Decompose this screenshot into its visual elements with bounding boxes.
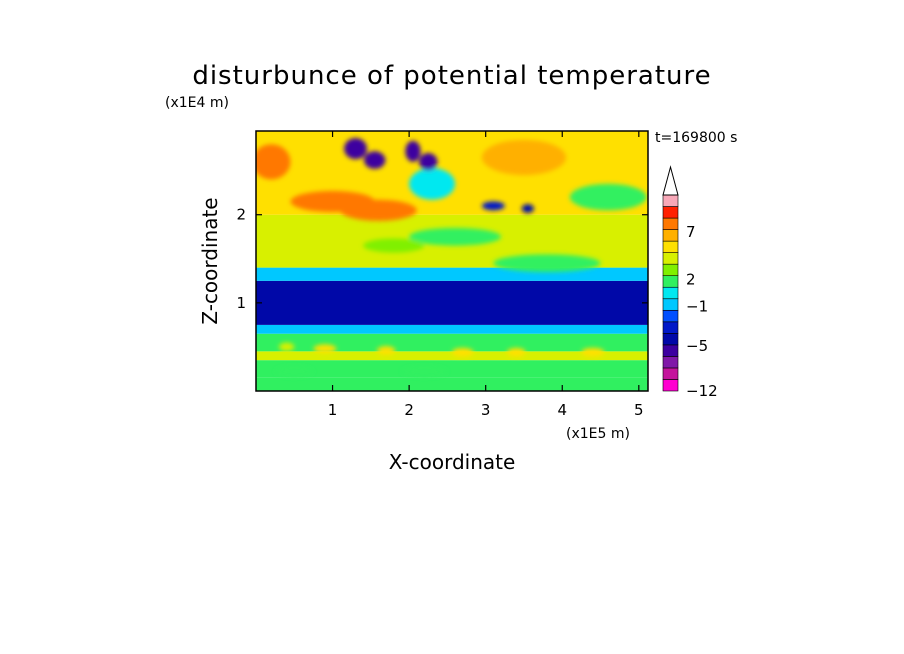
colorbar: 7 2 −1 −5 −12 — [662, 165, 718, 400]
field-feature-5 — [256, 144, 291, 180]
colorbar-swatch-9 — [662, 275, 679, 288]
field-band-2 — [256, 351, 648, 361]
field-feature-16 — [313, 344, 337, 354]
x-axis-ticks: 1 2 3 4 5 — [328, 131, 644, 419]
plot-frame — [255, 130, 649, 392]
field-feature-14 — [493, 254, 601, 273]
colorbar-swatch-12 — [662, 240, 679, 253]
colorbar-swatch-4 — [662, 333, 679, 346]
field-feature-10 — [481, 201, 505, 211]
field-band-5 — [256, 280, 648, 325]
x-tick-label-5: 5 — [634, 401, 644, 419]
x-tick-label-4: 4 — [557, 401, 567, 419]
colorbar-swatch-5 — [662, 321, 679, 334]
colorbar-swatch-15 — [662, 206, 679, 219]
field-feature-15 — [278, 342, 295, 352]
y-tick-label-1: 1 — [236, 294, 246, 312]
y-tick-label-2: 2 — [236, 206, 246, 224]
colorbar-swatch-0 — [662, 379, 679, 392]
field-band-4 — [256, 324, 648, 334]
field-band-3 — [256, 333, 648, 352]
colorbar-swatch-10 — [662, 263, 679, 277]
colorbar-label-1: 2 — [686, 270, 696, 288]
x-tick-label-3: 3 — [481, 401, 491, 419]
colorbar-swatch-1 — [662, 367, 679, 380]
x-axis-label: X-coordinate — [389, 450, 516, 474]
x-tick-label-1: 1 — [328, 401, 338, 419]
colorbar-swatch-7 — [662, 298, 679, 311]
field-feature-3 — [481, 139, 567, 176]
field-feature-13 — [363, 238, 425, 253]
field-feature-1 — [340, 199, 417, 221]
field-feature-11 — [521, 204, 534, 213]
x-tick-label-2: 2 — [404, 401, 414, 419]
colorbar-swatch-14 — [662, 217, 679, 230]
field-feature-20 — [581, 347, 605, 357]
colorbar-swatch-16 — [662, 194, 679, 207]
y-scale-label: (x1E4 m) — [165, 95, 229, 111]
x-scale-label: (x1E5 m) — [566, 426, 630, 442]
y-axis-label: Z-coordinate — [198, 197, 222, 324]
colorbar-swatch-3 — [662, 344, 679, 357]
field-feature-2 — [409, 168, 456, 200]
colorbar-label-3: −5 — [686, 337, 708, 355]
field-feature-17 — [376, 346, 396, 355]
field-feature-4 — [569, 183, 647, 211]
colorbar-swatch-11 — [662, 252, 679, 265]
field-feature-19 — [507, 347, 526, 357]
colorbar-swatch-6 — [662, 309, 679, 323]
field-feature-12 — [409, 227, 501, 246]
field-bands — [256, 131, 648, 391]
field-feature-21 — [275, 366, 314, 377]
colorbar-swatch-2 — [662, 356, 679, 369]
field-feature-22 — [401, 366, 448, 377]
field-feature-8 — [405, 140, 421, 162]
colorbar-swatch-13 — [662, 229, 679, 242]
field-feature-18 — [452, 347, 474, 357]
colorbar-swatch-8 — [662, 286, 679, 300]
field-band-0 — [256, 377, 648, 391]
plot-area — [256, 131, 648, 391]
colorbar-label-0: 7 — [686, 223, 696, 241]
field-band-1 — [256, 360, 648, 378]
time-label: t=169800 s — [655, 130, 737, 146]
colorbar-extend-arrow — [662, 165, 679, 196]
colorbar-label-2: −1 — [686, 298, 708, 316]
field-blobs — [256, 138, 647, 377]
field-feature-9 — [419, 153, 438, 171]
field-band-6 — [256, 267, 648, 281]
chart-title: disturbunce of potential temperature — [192, 61, 711, 91]
colorbar-label-4: −12 — [686, 382, 718, 400]
field-feature-7 — [363, 151, 386, 169]
field-feature-6 — [344, 138, 368, 160]
y-axis-ticks: 12 — [236, 206, 648, 312]
